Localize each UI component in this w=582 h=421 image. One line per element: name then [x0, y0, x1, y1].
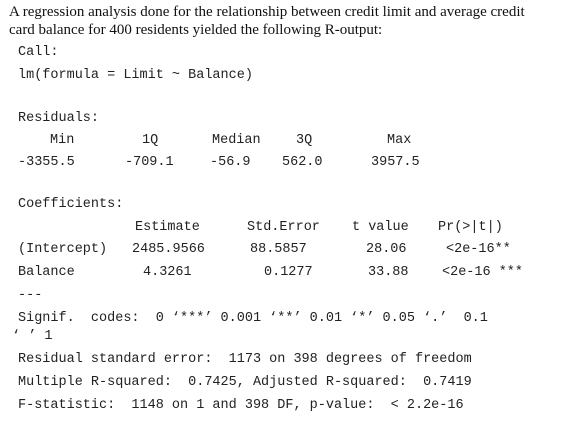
coefficients-label: Coefficients:	[18, 197, 124, 212]
coef-estimate-intercept: 2485.9566	[132, 242, 205, 257]
residual-standard-error: Residual standard error: 1173 on 398 deg…	[18, 352, 472, 367]
coef-std-error-balance: 0.1277	[264, 265, 313, 280]
residuals-value-min: -3355.5	[18, 155, 75, 170]
residuals-value-3q: 562.0	[282, 155, 323, 170]
residuals-value-1q: -709.1	[125, 155, 174, 170]
coef-header-p-value: Pr(>|t|)	[438, 220, 503, 235]
residuals-header-1q: 1Q	[142, 133, 159, 148]
residuals-label: Residuals:	[18, 111, 100, 126]
residuals-value-max: 3957.5	[371, 155, 420, 170]
intro-line-1: A regression analysis done for the relat…	[9, 4, 525, 20]
coef-p-value-balance: <2e-16 ***	[442, 265, 524, 280]
f-statistic: F-statistic: 1148 on 1 and 398 DF, p-val…	[18, 398, 464, 413]
coef-t-value-intercept: 28.06	[366, 242, 407, 257]
coef-header-estimate: Estimate	[135, 220, 200, 235]
coef-std-error-intercept: 88.5857	[250, 242, 307, 257]
residuals-header-min: Min	[50, 133, 75, 148]
residuals-header-max: Max	[387, 133, 412, 148]
separator: ---	[18, 288, 43, 303]
coef-term-intercept: (Intercept)	[18, 242, 108, 257]
signif-codes-line-1: Signif. codes: 0 ‘***’ 0.001 ‘**’ 0.01 ‘…	[18, 311, 488, 326]
r-squared: Multiple R-squared: 0.7425, Adjusted R-s…	[18, 375, 472, 390]
call-formula: lm(formula = Limit ~ Balance)	[18, 68, 253, 83]
residuals-header-median: Median	[212, 133, 261, 148]
coef-p-value-intercept: <2e-16**	[446, 242, 511, 257]
call-label: Call:	[18, 45, 59, 60]
coef-header-t-value: t value	[352, 220, 409, 235]
residuals-header-3q: 3Q	[296, 133, 313, 148]
intro-line-2: card balance for 400 residents yielded t…	[9, 22, 383, 38]
residuals-value-median: -56.9	[210, 155, 251, 170]
signif-codes-line-2: ‘ ’ 1	[12, 329, 53, 344]
coef-estimate-balance: 4.3261	[143, 265, 192, 280]
coef-header-std-error: Std.Error	[247, 220, 320, 235]
coef-t-value-balance: 33.88	[368, 265, 409, 280]
problem-statement: A regression analysis done for the relat…	[9, 3, 575, 39]
coef-term-balance: Balance	[18, 265, 75, 280]
